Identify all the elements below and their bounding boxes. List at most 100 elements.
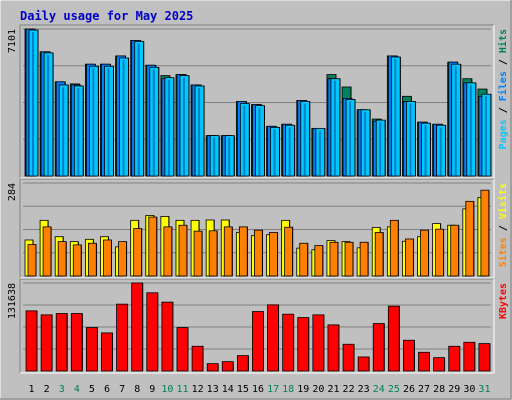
bar-kbytes-day-30 — [463, 341, 476, 372]
x-label-day-22: 22 — [343, 384, 355, 395]
x-label-day-29: 29 — [448, 384, 460, 395]
x-label-day-4: 4 — [74, 384, 80, 395]
bar-inner-files-shade — [288, 127, 291, 176]
bar-sites-day-30 — [465, 200, 475, 277]
bar-inner-files-shade — [333, 80, 336, 176]
bar-sites-day-21 — [329, 241, 339, 277]
bar-kbytes-day-7 — [116, 303, 128, 372]
bar-inner-files-shade — [258, 107, 261, 176]
x-label-day-30: 30 — [463, 384, 475, 395]
bar-sites-day-8 — [133, 228, 143, 277]
x-label-day-7: 7 — [119, 384, 125, 395]
bar-kbytes-day-26 — [403, 339, 415, 372]
bar-sites-day-15 — [238, 226, 248, 277]
bar-kbytes-day-12 — [191, 345, 204, 372]
bar-kbytes-day-9 — [146, 292, 159, 372]
y-max-label: 7101 — [7, 29, 18, 53]
bar-sites-day-27 — [420, 229, 429, 277]
chart-panels: 7101 Pages / Files / Hits 284 Sites / Visit… — [7, 24, 509, 374]
bar-sites-day-17 — [269, 232, 278, 277]
x-label-day-27: 27 — [418, 384, 430, 395]
x-label-day-6: 6 — [104, 384, 110, 395]
bar-inner-files-shade — [394, 58, 397, 176]
bar-sites-day-2 — [42, 226, 52, 277]
bar-sites-day-3 — [57, 241, 67, 277]
bar-kbytes-day-31 — [478, 343, 491, 372]
side-legend-part: / — [498, 101, 509, 119]
x-label-day-1: 1 — [29, 384, 35, 395]
x-label-day-31: 31 — [478, 384, 490, 395]
x-label-day-28: 28 — [433, 384, 445, 395]
bar-kbytes-day-18 — [282, 313, 295, 372]
bar-kbytes-day-25 — [387, 305, 400, 372]
bar-inner-files-shade — [167, 79, 170, 176]
bar-inner-files-shade — [243, 105, 246, 176]
bar-sites-day-26 — [405, 238, 414, 277]
bar-inner-files-shade — [228, 137, 231, 176]
x-label-day-19: 19 — [297, 384, 309, 395]
x-label-day-25: 25 — [388, 384, 400, 395]
bar-sites-day-7 — [118, 241, 127, 277]
x-label-day-9: 9 — [149, 384, 155, 395]
bar-kbytes-day-16 — [252, 311, 264, 372]
x-label-day-20: 20 — [312, 384, 324, 395]
bar-kbytes-day-21 — [327, 324, 340, 372]
bar-sites-day-13 — [208, 230, 218, 277]
bar-sites-day-5 — [87, 242, 97, 277]
x-label-day-13: 13 — [207, 384, 219, 395]
side-legend-part: KBytes — [498, 283, 509, 319]
bar-inner-files-shade — [92, 68, 95, 176]
bar-inner-files-shade — [484, 96, 487, 176]
bar-kbytes-day-28 — [433, 357, 446, 372]
bar-sites-day-1 — [27, 244, 37, 277]
x-label-day-21: 21 — [327, 384, 339, 395]
bar-inner-files-shade — [137, 43, 140, 177]
bar-inner-files-shade — [107, 68, 110, 176]
x-label-day-26: 26 — [403, 384, 415, 395]
x-label-day-11: 11 — [176, 384, 188, 395]
bar-kbytes-day-2 — [40, 314, 53, 372]
y-max-label: 284 — [7, 183, 18, 201]
bar-sites-day-31 — [480, 189, 490, 277]
x-label-day-16: 16 — [252, 384, 264, 395]
x-label-day-2: 2 — [44, 384, 50, 395]
bar-inner-files-shade — [364, 111, 367, 176]
bar-inner-files-shade — [182, 77, 185, 176]
x-label-day-23: 23 — [358, 384, 370, 395]
bar-sites-day-29 — [450, 224, 460, 277]
side-legend-part: Visits — [497, 183, 509, 219]
x-label-day-15: 15 — [237, 384, 249, 395]
bar-inner-files-shade — [349, 101, 352, 176]
bar-inner-files-shade — [454, 66, 457, 176]
x-label-day-10: 10 — [161, 384, 173, 395]
bar-kbytes-day-23 — [357, 356, 370, 372]
bar-kbytes-day-15 — [236, 355, 249, 372]
bar-sites-day-22 — [344, 241, 354, 277]
x-label-day-14: 14 — [222, 384, 234, 395]
bar-kbytes-day-11 — [176, 327, 189, 372]
bar-sites-day-28 — [435, 228, 445, 277]
bar-inner-files-shade — [152, 69, 155, 176]
bar-kbytes-day-1 — [25, 310, 38, 372]
side-legend-label: KBytes — [498, 283, 509, 319]
bar-inner-files-shade — [379, 122, 382, 176]
bar-kbytes-day-29 — [448, 345, 461, 372]
bar-inner-files-shade — [47, 54, 50, 176]
bar-sites-day-10 — [163, 226, 173, 277]
bar-kbytes-day-8 — [131, 282, 144, 372]
bar-kbytes-day-6 — [101, 332, 113, 372]
bar-inner-files-shade — [32, 32, 34, 176]
bar-sites-day-25 — [389, 219, 399, 277]
side-legend-part: / — [498, 53, 509, 71]
bar-inner-files-shade — [439, 127, 442, 176]
bar-kbytes-day-3 — [55, 313, 68, 372]
bar-sites-day-19 — [299, 242, 309, 277]
bar-inner-files-shade — [77, 87, 80, 176]
panel-visits-sites: 284 Sites / Visits — [7, 178, 509, 279]
bar-kbytes-day-22 — [342, 343, 355, 372]
panel-hits-files-pages: 7101 Pages / Files / Hits — [7, 24, 509, 179]
x-label-day-18: 18 — [282, 384, 294, 395]
bar-inner-files-shade — [198, 87, 201, 176]
side-legend-label: Pages / Files / Hits — [497, 29, 509, 149]
